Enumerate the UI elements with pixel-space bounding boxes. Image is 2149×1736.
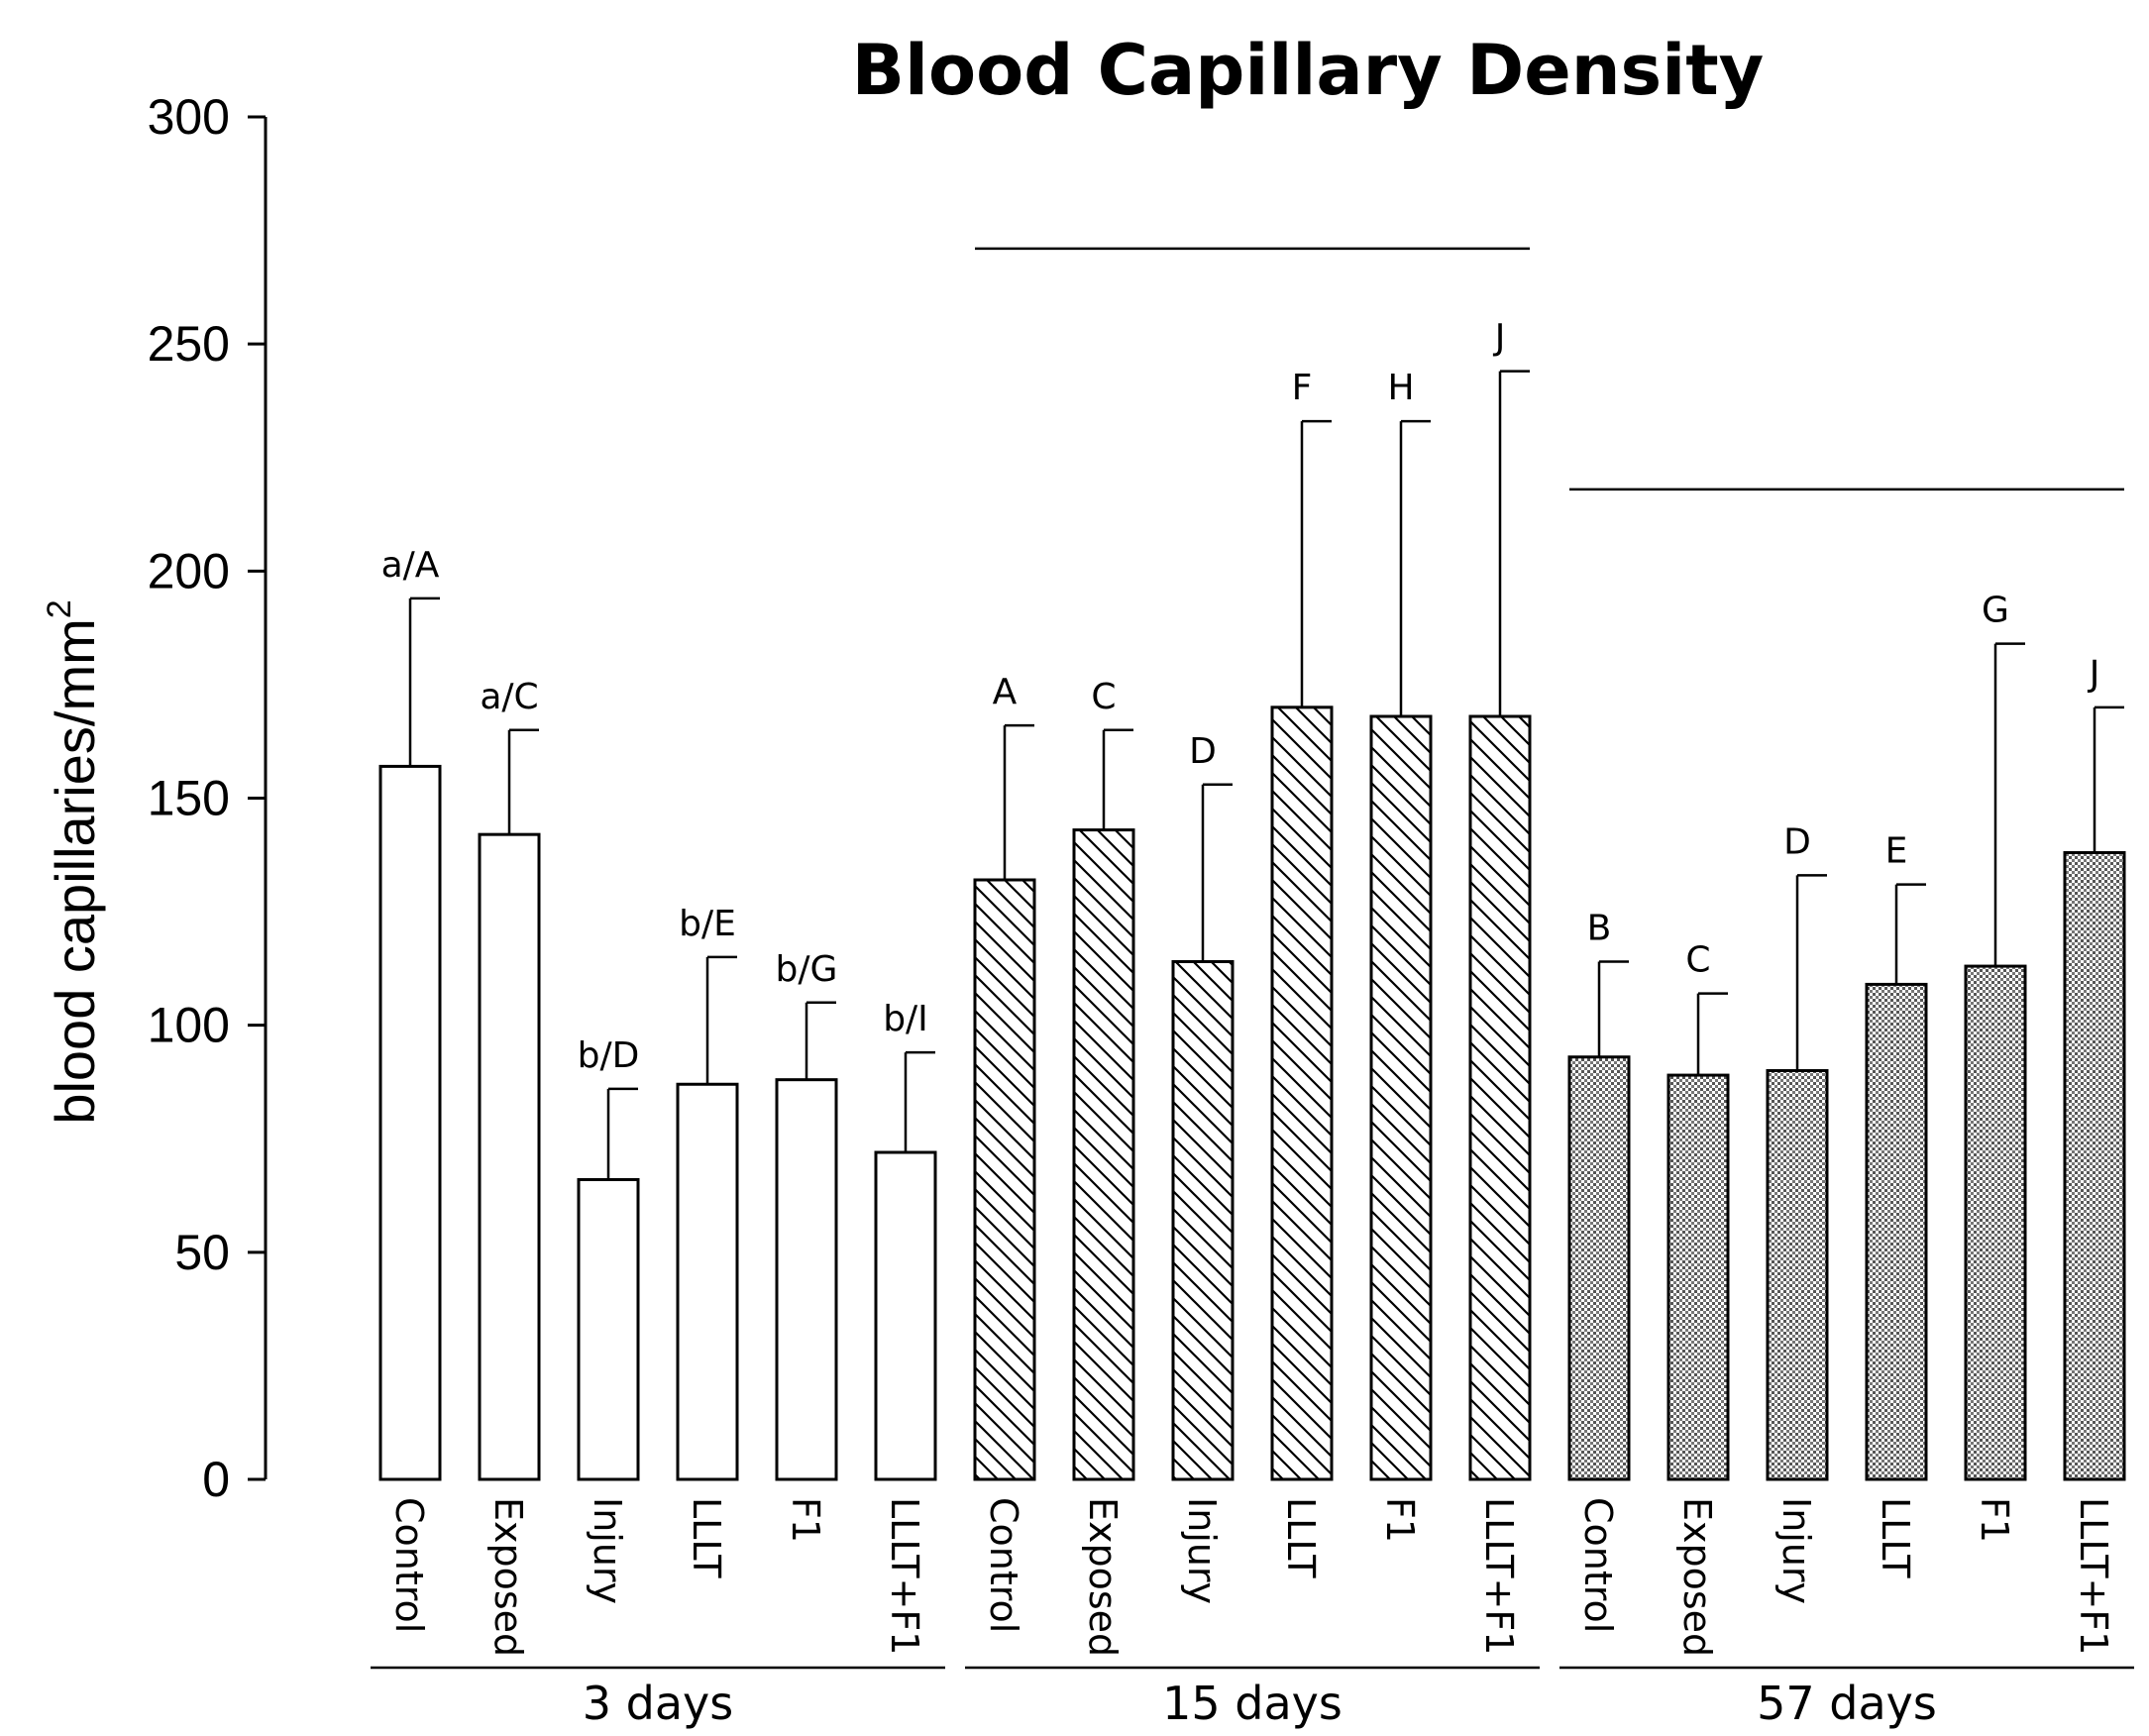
category-label: Control [1576, 1497, 1620, 1633]
y-tick-label: 150 [148, 771, 230, 826]
category-label: Injury [1180, 1497, 1224, 1604]
category-label: F1 [784, 1497, 827, 1543]
bar [1270, 705, 1334, 1481]
significance-label: b/G [776, 949, 838, 990]
y-tick-label: 100 [148, 998, 230, 1053]
significance-label: J [2088, 654, 2100, 695]
category-label: Injury [1774, 1497, 1818, 1604]
chart-title: Blood Capillary Density [852, 30, 1765, 111]
significance-label: C [1685, 940, 1710, 981]
significance-label: F [1292, 368, 1313, 408]
significance-label: D [1189, 731, 1217, 772]
group-label: 15 days [1162, 1677, 1343, 1730]
category-label: LLLT+F1 [1477, 1497, 1521, 1655]
bar [577, 1178, 640, 1481]
y-tick-label: 250 [148, 316, 230, 372]
bar [874, 1150, 937, 1481]
y-tick-label: 200 [148, 543, 230, 598]
group-label: 3 days [583, 1677, 733, 1730]
group-labels: 3 days 15 days 57 days [371, 1666, 2134, 1730]
category-label: F1 [1973, 1497, 2016, 1543]
bar [1666, 1073, 1730, 1481]
bar [478, 832, 541, 1481]
bar [1369, 714, 1433, 1481]
category-label: LLLT+F1 [883, 1497, 926, 1655]
significance-label: H [1387, 368, 1414, 408]
category-label: LLLT [1874, 1497, 1917, 1578]
y-axis-label-text: blood capillaries/mm [44, 618, 106, 1124]
category-label: Control [387, 1497, 431, 1633]
bar [775, 1078, 838, 1481]
y-axis-label-superscript: 2 [41, 599, 78, 618]
category-label: Control [982, 1497, 1025, 1633]
significance-label: C [1091, 677, 1116, 717]
category-label: LLLT [685, 1497, 728, 1578]
category-label: F1 [1378, 1497, 1422, 1543]
category-label: Exposed [486, 1497, 530, 1657]
y-tick-label: 0 [202, 1452, 230, 1507]
significance-label: D [1783, 821, 1811, 862]
significance-label: A [993, 672, 1018, 712]
category-label: LLLT+F1 [2072, 1497, 2115, 1655]
bar [378, 764, 442, 1481]
y-axis-label: blood capillaries/mm2 [41, 599, 106, 1124]
bar [1964, 964, 2027, 1481]
significance-label: E [1885, 831, 1908, 872]
bar [1468, 714, 1532, 1481]
bars: a/A a/C b/D b/E b/G b/I A C D F H J B C D E G J [378, 247, 2126, 1481]
category-labels: Control Exposed Injury LLLT F1 LLLT+F1 Control… [387, 1497, 2115, 1657]
category-label: Exposed [1081, 1497, 1125, 1657]
significance-label: B [1587, 909, 1612, 949]
bar [1567, 1055, 1631, 1481]
bar [1072, 828, 1135, 1481]
bar [1865, 982, 1928, 1481]
category-label: Exposed [1675, 1497, 1719, 1657]
bar [676, 1082, 739, 1481]
bar [2063, 851, 2126, 1481]
bar [1766, 1069, 1829, 1481]
significance-label: b/I [883, 999, 928, 1039]
y-tick-label: 50 [174, 1225, 230, 1280]
category-label: LLLT [1279, 1497, 1323, 1578]
significance-label: b/D [578, 1035, 640, 1076]
significance-label: J [1493, 318, 1506, 359]
significance-label: a/A [381, 545, 440, 586]
group-label: 57 days [1757, 1677, 1937, 1730]
significance-label: a/C [480, 677, 538, 717]
bar [1171, 960, 1235, 1481]
significance-label: G [1982, 591, 2009, 631]
category-label: Injury [586, 1497, 629, 1604]
significance-label: b/E [679, 904, 736, 944]
y-tick-label: 300 [148, 89, 230, 145]
axes: 0 50 100 150 200 250 300 [148, 89, 268, 1507]
bar [973, 878, 1036, 1481]
